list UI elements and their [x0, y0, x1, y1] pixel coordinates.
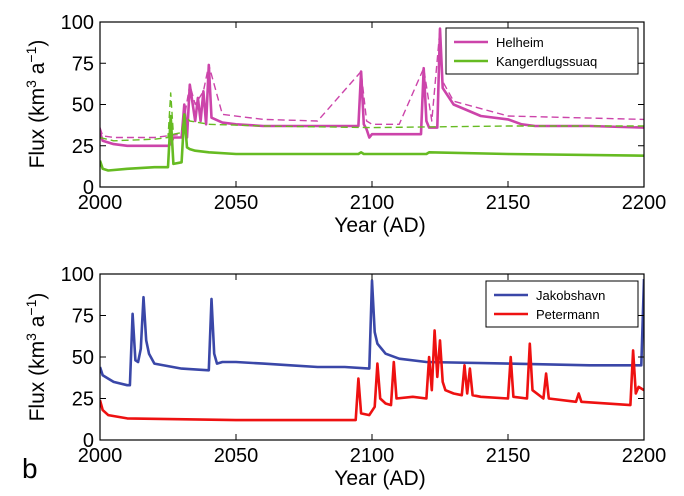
y-axis-label-superscript: 3 — [23, 333, 39, 341]
x-tick-label: 2000 — [78, 445, 123, 467]
x-tick-label: 2200 — [622, 192, 667, 214]
y-axis-label-part: ) — [26, 40, 49, 47]
y-axis-label-superscript: −1 — [23, 46, 39, 62]
series-line-petermann-solid — [100, 329, 644, 422]
x-tick-label: 2050 — [214, 192, 259, 214]
series-line-helheim-dashed — [100, 27, 644, 139]
x-tick-label: 2100 — [350, 445, 395, 467]
x-axis-label: Year (AD) — [334, 467, 425, 490]
y-tick-label: 75 — [72, 53, 94, 75]
legend-label: Jakobshavn — [536, 288, 605, 303]
x-tick-label: 2150 — [486, 192, 531, 214]
legend-label: Petermann — [536, 307, 600, 322]
y-axis-label-part: a — [26, 315, 49, 333]
chart-panel-1: 2000 2050 2100 2150 2200 0 25 50 75 100 Year (AD) F… — [23, 12, 666, 237]
y-tick-label: 75 — [72, 306, 94, 328]
y-tick-label: 50 — [72, 347, 94, 369]
x-tick-label: 2000 — [78, 192, 123, 214]
series-line-helheim-solid — [100, 27, 644, 148]
series-line-kangerdlugssuaq-solid — [100, 113, 644, 172]
y-axis-label-part: Flux (km — [26, 341, 49, 422]
legend-label: Helheim — [496, 35, 544, 50]
series-group — [100, 278, 644, 422]
x-tick-label: 2100 — [350, 192, 395, 214]
x-tick-label: 2150 — [486, 445, 531, 467]
panel-letter: b — [22, 453, 38, 484]
x-axis-label: Year (AD) — [334, 214, 425, 237]
y-tick-label: 100 — [61, 264, 94, 286]
y-axis-label: Flux (km3 a−1) — [23, 40, 49, 169]
y-tick-label: 100 — [61, 12, 94, 34]
legend: Helheim Kangerdlugssuaq — [445, 27, 639, 75]
legend: Jakobshavn Petermann — [485, 280, 639, 328]
x-tick-label: 2050 — [214, 445, 259, 467]
y-tick-label: 25 — [72, 136, 94, 158]
legend-box — [485, 280, 639, 328]
legend-box — [445, 27, 639, 75]
y-tick-label: 0 — [83, 177, 94, 199]
chart-panel-2: 2000 2050 2100 2150 2200 0 25 50 75 100 Year (AD) F… — [22, 264, 666, 490]
y-axis-label: Flux (km3 a−1) — [23, 293, 49, 422]
series-line-jakobshavn-solid — [100, 278, 644, 387]
y-tick-label: 0 — [83, 430, 94, 452]
y-tick-label: 50 — [72, 95, 94, 117]
y-axis-label-part: a — [26, 62, 49, 80]
x-tick-label: 2200 — [622, 445, 667, 467]
legend-label: Kangerdlugssuaq — [496, 54, 597, 69]
series-line-kangerdlugssuaq-dashed — [100, 92, 644, 142]
y-axis-label-part: ) — [26, 293, 49, 300]
y-axis-label-superscript: 3 — [23, 80, 39, 88]
y-axis-label-part: Flux (km — [26, 88, 49, 169]
y-tick-label: 25 — [72, 389, 94, 411]
series-group — [100, 27, 644, 172]
y-axis-label-superscript: −1 — [23, 299, 39, 315]
